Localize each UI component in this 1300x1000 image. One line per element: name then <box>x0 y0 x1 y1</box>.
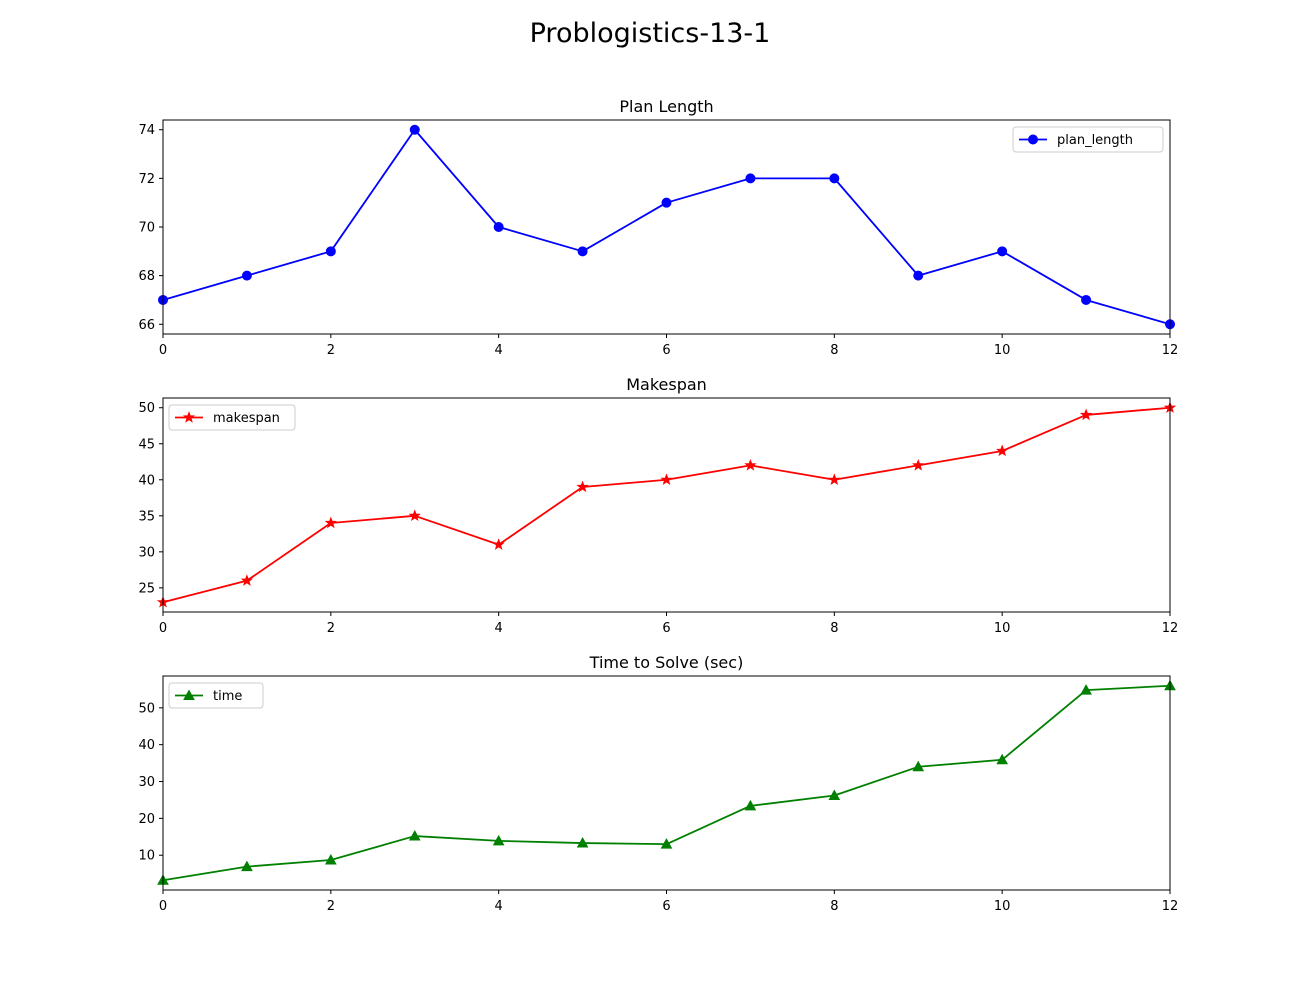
y-tick-label-plan-length: 72 <box>138 172 155 187</box>
x-tick-label-makespan: 10 <box>994 621 1011 636</box>
legend-label-plan_length: plan_length <box>1057 133 1133 148</box>
y-tick-label-makespan: 30 <box>138 545 155 560</box>
data-point-plan_length <box>829 173 840 184</box>
x-tick-label-plan-length: 4 <box>495 343 503 358</box>
subplot-makespan: Makespan 0 2 4 6 8 10 12 25 30 35 40 45 50 makespan <box>138 375 1178 636</box>
legend-label-makespan: makespan <box>213 411 280 426</box>
x-tick-label-makespan: 8 <box>830 621 838 636</box>
x-tick-label-time-to-solve: 12 <box>1162 899 1179 914</box>
y-tick-label-time-to-solve: 20 <box>138 812 155 827</box>
axes-frame-plan-length <box>162 119 1171 335</box>
data-point-plan_length <box>913 270 924 281</box>
data-point-plan_length <box>241 270 252 281</box>
data-point-plan_length <box>325 246 336 257</box>
data-point-makespan <box>408 509 421 522</box>
x-tick-label-time-to-solve: 4 <box>495 899 503 914</box>
x-tick-label-plan-length: 6 <box>662 343 670 358</box>
y-tick-label-time-to-solve: 50 <box>138 701 155 716</box>
data-point-plan_length <box>745 173 756 184</box>
axes-frame-makespan <box>162 397 1171 613</box>
data-point-time <box>408 830 421 841</box>
y-tick-label-plan-length: 74 <box>138 123 155 138</box>
data-point-time <box>576 837 589 848</box>
y-tick-label-time-to-solve: 40 <box>138 738 155 753</box>
x-tick-label-makespan: 0 <box>159 621 167 636</box>
x-tick-label-plan-length: 0 <box>159 343 167 358</box>
y-tick-label-time-to-solve: 10 <box>138 849 155 864</box>
data-point-makespan <box>1079 408 1093 421</box>
data-point-makespan <box>744 458 757 471</box>
data-point-time <box>912 760 925 772</box>
legend-label-time: time <box>213 689 242 704</box>
x-tick-label-time-to-solve: 0 <box>159 899 167 914</box>
subplot-time-to-solve: Time to Solve (sec) 0 2 4 6 8 10 12 10 20 30 40 50 ti… <box>138 653 1178 914</box>
axes-frame-time-to-solve <box>162 675 1171 891</box>
data-point-makespan <box>996 444 1009 457</box>
data-point-plan_length <box>577 246 588 257</box>
data-point-plan_length <box>1081 294 1092 305</box>
x-tick-label-time-to-solve: 2 <box>327 899 335 914</box>
data-point-plan_length <box>493 222 504 232</box>
data-point-makespan <box>660 473 673 485</box>
data-point-time <box>828 789 841 801</box>
x-tick-label-makespan: 2 <box>327 621 335 636</box>
axes-title-time-to-solve: Time to Solve (sec) <box>589 653 744 672</box>
x-tick-label-time-to-solve: 10 <box>994 899 1011 914</box>
series-line-makespan <box>162 406 1171 604</box>
x-tick-label-makespan: 12 <box>1162 621 1179 636</box>
legend-box-makespan <box>168 404 296 431</box>
x-tick-label-time-to-solve: 8 <box>830 899 838 914</box>
figure-title: Problogistics-13-1 <box>530 18 771 49</box>
legend-marker-time <box>183 689 195 700</box>
x-tick-label-plan-length: 8 <box>830 343 838 358</box>
data-point-time <box>492 834 505 846</box>
axes-title-makespan: Makespan <box>626 375 707 394</box>
legend-marker-plan_length <box>1028 134 1038 145</box>
data-point-makespan <box>492 538 505 550</box>
y-tick-label-plan-length: 66 <box>138 318 155 333</box>
data-point-time <box>996 753 1009 765</box>
y-tick-label-makespan: 35 <box>138 509 155 524</box>
legend-box-plan-length <box>1012 126 1164 153</box>
data-point-time <box>241 860 253 872</box>
y-tick-label-plan-length: 68 <box>138 269 155 284</box>
series-line-time <box>162 684 1171 882</box>
x-tick-label-makespan: 4 <box>495 621 503 636</box>
data-point-plan_length <box>409 124 420 135</box>
data-point-makespan <box>324 516 337 529</box>
data-point-makespan <box>576 480 589 493</box>
legend-box-time-to-solve <box>168 682 264 709</box>
y-tick-label-time-to-solve: 30 <box>138 775 155 790</box>
x-tick-label-plan-length: 12 <box>1162 343 1179 358</box>
y-tick-label-makespan: 40 <box>138 473 155 488</box>
x-tick-label-makespan: 6 <box>662 621 670 636</box>
y-tick-label-makespan: 45 <box>138 437 155 452</box>
y-tick-label-plan-length: 70 <box>138 221 155 236</box>
data-point-makespan <box>912 458 925 471</box>
x-tick-label-plan-length: 2 <box>327 343 335 358</box>
x-tick-label-plan-length: 10 <box>994 343 1011 358</box>
data-point-time <box>324 853 337 865</box>
y-tick-label-makespan: 50 <box>138 401 155 416</box>
legend-marker-makespan <box>182 411 196 423</box>
series-line-plan_length <box>162 128 1171 326</box>
y-tick-label-makespan: 25 <box>138 581 155 596</box>
x-tick-label-time-to-solve: 6 <box>662 899 670 914</box>
data-point-time <box>744 799 757 811</box>
data-point-makespan <box>240 574 254 586</box>
data-point-makespan <box>828 473 841 485</box>
data-point-plan_length <box>661 197 672 208</box>
data-point-time <box>1080 684 1092 695</box>
data-point-time <box>660 838 673 849</box>
data-point-plan_length <box>997 246 1008 257</box>
axes-title-plan-length: Plan Length <box>619 97 713 116</box>
